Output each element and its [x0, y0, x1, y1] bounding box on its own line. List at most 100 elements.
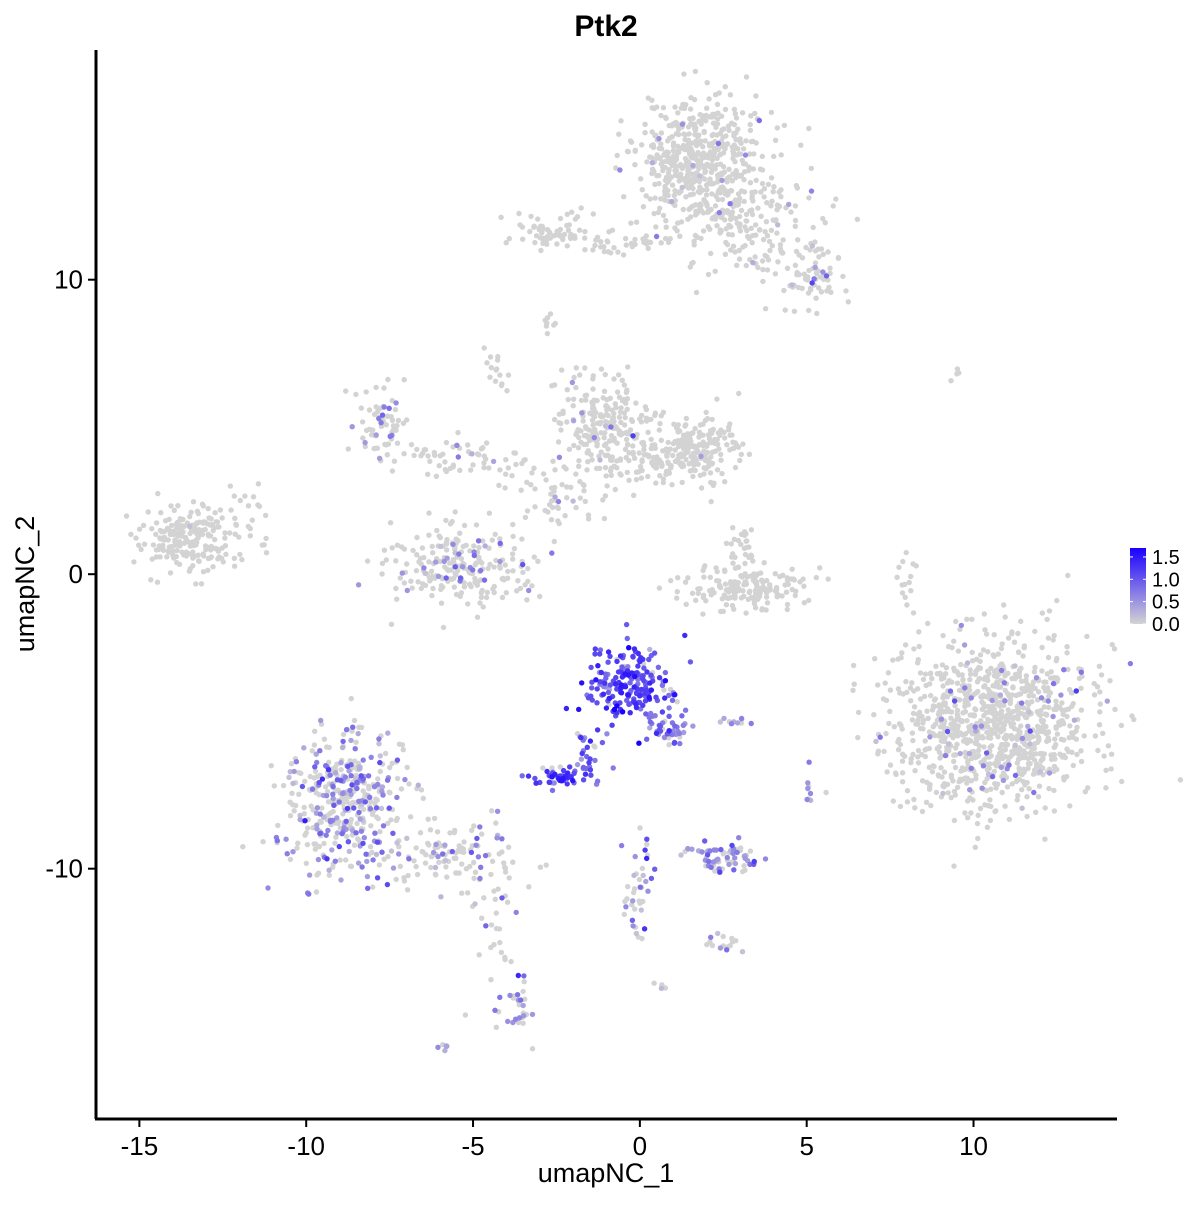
cell-point: [972, 671, 979, 677]
cell-point: [607, 682, 613, 688]
cell-point: [951, 724, 957, 730]
cell-point: [896, 564, 902, 570]
cell-point: [557, 764, 563, 770]
cell-point: [314, 805, 321, 811]
cell-point: [999, 641, 1005, 647]
chart-title: Ptk2: [574, 10, 637, 43]
cell-point: [461, 584, 468, 590]
cell-point: [1061, 667, 1067, 673]
cell-point: [806, 267, 812, 274]
cell-point: [570, 777, 576, 784]
cell-point: [697, 157, 704, 163]
cell-point: [410, 547, 416, 554]
cell-point: [540, 765, 546, 771]
cell-point: [721, 592, 727, 598]
cell-point: [443, 1043, 450, 1050]
cell-point: [887, 687, 894, 693]
cell-point: [710, 131, 716, 138]
cell-point: [676, 730, 682, 737]
cell-point: [458, 590, 465, 596]
cell-point: [543, 477, 549, 483]
cell-point: [325, 767, 332, 773]
cell-point: [976, 676, 982, 682]
cell-point: [519, 773, 525, 779]
cell-point: [652, 181, 658, 188]
cell-point: [646, 453, 652, 459]
cell-point: [808, 165, 814, 172]
cell-point: [643, 711, 649, 717]
cell-point: [703, 199, 709, 206]
cell-point: [583, 441, 590, 447]
cell-point: [786, 201, 792, 208]
cell-point: [1045, 635, 1052, 641]
cell-point: [961, 642, 968, 648]
cell-point: [1015, 707, 1021, 713]
cell-point: [590, 373, 596, 379]
cell-point: [966, 724, 972, 730]
cell-point: [503, 471, 509, 477]
cell-point: [594, 440, 600, 447]
cell-point: [513, 1016, 519, 1022]
cell-point: [658, 413, 664, 419]
cell-point: [239, 556, 245, 563]
cell-point: [985, 724, 991, 730]
cell-point: [789, 282, 795, 288]
cell-point: [742, 152, 749, 158]
cell-point: [925, 715, 931, 722]
cell-point: [550, 458, 556, 464]
cell-point: [440, 851, 446, 857]
cell-point: [900, 558, 906, 565]
cell-point: [730, 850, 736, 856]
cell-point: [177, 543, 183, 549]
cell-point: [1023, 714, 1030, 721]
cell-point: [958, 622, 964, 629]
cell-point: [471, 823, 477, 829]
cell-point: [769, 243, 775, 249]
cell-point: [1011, 726, 1018, 732]
cell-point: [761, 560, 767, 566]
cell-point: [732, 249, 738, 255]
cell-point: [991, 632, 997, 638]
cell-point: [690, 450, 697, 456]
cell-point: [521, 973, 527, 979]
cell-point: [633, 469, 640, 475]
cell-point: [400, 420, 407, 426]
cell-point: [479, 831, 485, 837]
cell-point: [720, 141, 727, 148]
cell-point: [350, 724, 356, 730]
cell-point: [720, 164, 727, 170]
cell-point: [433, 473, 440, 479]
cell-point: [908, 588, 914, 594]
cell-point: [672, 447, 678, 453]
cell-point: [608, 472, 614, 478]
cell-point: [259, 542, 265, 548]
cell-point: [442, 459, 448, 465]
cell-point: [390, 865, 397, 871]
cell-point: [601, 248, 607, 255]
cell-point: [627, 427, 634, 433]
cell-point: [638, 907, 644, 913]
cell-point: [520, 561, 526, 568]
cell-point: [193, 581, 199, 587]
cell-point: [579, 680, 585, 686]
cell-point: [570, 396, 577, 402]
cell-point: [1021, 643, 1028, 649]
cell-point: [394, 596, 400, 602]
cell-point: [744, 227, 750, 234]
cell-point: [133, 535, 139, 541]
cell-point: [607, 395, 613, 401]
cell-point: [349, 424, 355, 430]
cell-point: [903, 678, 909, 685]
cell-point: [362, 439, 368, 446]
cell-point: [981, 611, 987, 617]
cell-point: [387, 790, 393, 796]
cell-point: [759, 153, 765, 160]
cell-point: [698, 485, 705, 491]
cell-point: [471, 543, 477, 549]
cell-point: [701, 564, 707, 570]
cell-point: [806, 759, 812, 765]
cell-point: [968, 810, 974, 816]
cell-point: [928, 802, 934, 809]
cell-point: [362, 443, 368, 450]
cell-point: [642, 404, 649, 410]
